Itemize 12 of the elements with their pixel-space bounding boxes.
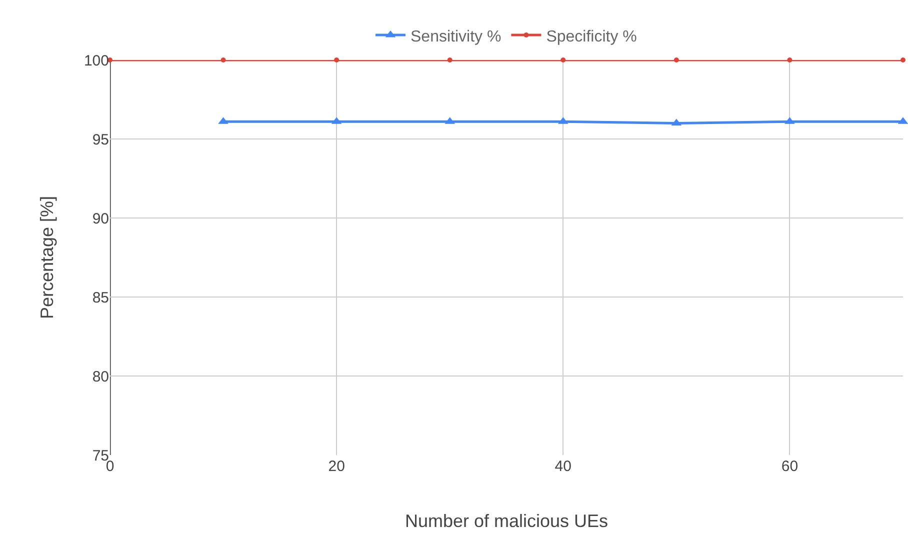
y-axis-title: Percentage [%]: [37, 196, 58, 320]
y-tick-label: 85: [92, 289, 109, 306]
x-tick-label: 20: [328, 458, 345, 475]
y-tick-label: 90: [92, 210, 109, 228]
y-tick-label: 80: [92, 368, 109, 386]
x-tick-label: 60: [781, 458, 798, 475]
legend-label: Specificity %: [546, 28, 637, 46]
x-tick-label: 40: [554, 458, 572, 475]
y-tick-label: 100: [84, 52, 109, 70]
x-axis-title: Number of malicious UEs: [404, 511, 608, 532]
y-tick-label: 95: [92, 131, 109, 148]
legend-label: Sensitivity %: [410, 28, 502, 46]
